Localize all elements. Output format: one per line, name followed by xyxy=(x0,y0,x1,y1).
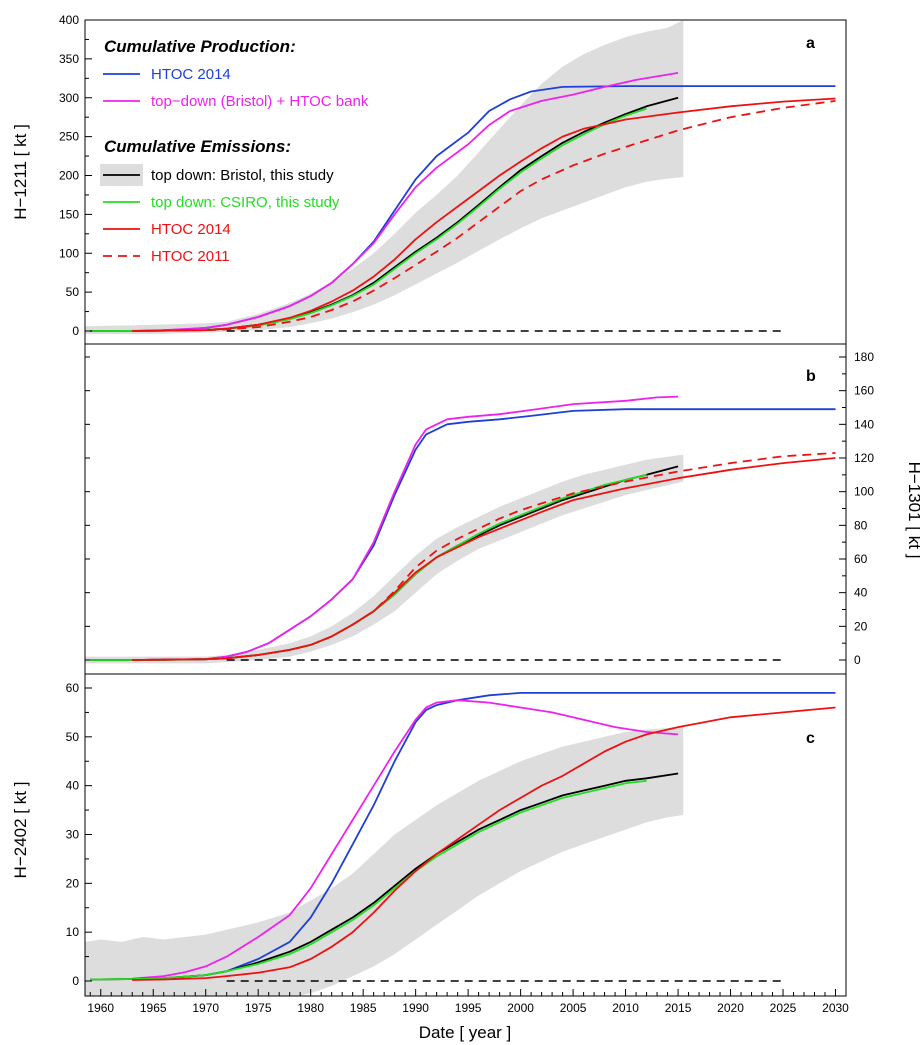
x-tick-label: 2030 xyxy=(822,1001,849,1015)
x-tick-label: 2015 xyxy=(665,1001,692,1015)
y-tick-label-a: 400 xyxy=(59,13,79,27)
y-tick-label-b: 80 xyxy=(854,518,868,532)
axis-labels: 0501001502002503003504000204060801001201… xyxy=(59,13,874,1015)
uncertainty-band-a xyxy=(85,20,684,335)
y-axis-title-h2402: H−2402 [ kt ] xyxy=(11,782,30,879)
legend-label-htoc2011: HTOC 2011 xyxy=(151,248,230,265)
legend-label-bristol: top down: Bristol, this study xyxy=(151,167,334,184)
line-b-htoc2014 xyxy=(132,457,836,661)
x-tick-label: 2025 xyxy=(770,1001,797,1015)
y-tick-label-b: 180 xyxy=(854,350,874,364)
x-tick-label: 1970 xyxy=(192,1001,219,1015)
x-tick-label: 1975 xyxy=(245,1001,272,1015)
y-tick-label-c: 0 xyxy=(72,974,79,988)
line-c-htoc2014 xyxy=(132,706,836,981)
x-tick-label: 2000 xyxy=(507,1001,534,1015)
x-tick-label: 1960 xyxy=(87,1001,114,1015)
legend-label-htoc2014: HTOC 2014 xyxy=(151,221,231,238)
y-tick-label-b: 100 xyxy=(854,485,874,499)
y-tick-label-b: 20 xyxy=(854,619,868,633)
y-tick-label-b: 60 xyxy=(854,552,868,566)
panel-letter-c: c xyxy=(806,730,815,747)
y-tick-label-a: 200 xyxy=(59,169,79,183)
y-tick-label-c: 20 xyxy=(66,876,80,890)
x-tick-label: 2020 xyxy=(717,1001,744,1015)
y-tick-label-c: 50 xyxy=(66,730,80,744)
legend-emissions-heading: Cumulative Emissions: xyxy=(104,137,291,156)
axis-ticks xyxy=(85,19,847,996)
y-tick-label-a: 350 xyxy=(59,52,79,66)
y-tick-label-c: 60 xyxy=(66,681,80,695)
y-tick-label-a: 150 xyxy=(59,207,79,221)
x-tick-label: 1965 xyxy=(140,1001,167,1015)
x-tick-label: 1995 xyxy=(455,1001,482,1015)
line-b-topdown-bank xyxy=(132,395,679,661)
legend-production-heading: Cumulative Production: xyxy=(104,37,296,56)
y-tick-label-a: 300 xyxy=(59,91,79,105)
legend-label-csiro: top down: CSIRO, this study xyxy=(151,194,340,211)
x-axis-title: Date [ year ] xyxy=(419,1023,512,1042)
x-tick-label: 2010 xyxy=(612,1001,639,1015)
x-tick-label: 1990 xyxy=(402,1001,429,1015)
y-tick-label-c: 10 xyxy=(66,925,80,939)
y-tick-label-a: 0 xyxy=(72,324,79,338)
line-b-htoc2011 xyxy=(132,452,836,661)
uncertainty-band-b xyxy=(85,454,684,664)
line-a-topdown-bank xyxy=(132,72,679,332)
line-a-htoc2011 xyxy=(132,100,836,332)
x-tick-label: 1985 xyxy=(350,1001,377,1015)
y-axis-title-h1301: H−1301 [ kt ] xyxy=(905,462,920,559)
line-c-topdown-bank xyxy=(132,699,679,980)
x-tick-label: 2005 xyxy=(560,1001,587,1015)
uncertainty-band-c xyxy=(85,727,684,996)
line-a-htoc2014 xyxy=(132,97,836,332)
panel-letter-a: a xyxy=(806,35,815,52)
panel-letter-b: b xyxy=(806,368,816,385)
legend-label-htoc2014-production: HTOC 2014 xyxy=(151,66,231,83)
y-tick-label-b: 120 xyxy=(854,451,874,465)
y-tick-label-c: 40 xyxy=(66,779,80,793)
y-tick-label-b: 160 xyxy=(854,384,874,398)
legend-label-topdown-bank: top−down (Bristol) + HTOC bank xyxy=(151,93,369,110)
y-axis-title-h1211: H−1211 [ kt ] xyxy=(11,124,30,220)
y-tick-label-a: 100 xyxy=(59,246,79,260)
line-c-csiro xyxy=(90,779,647,981)
y-tick-label-a: 50 xyxy=(66,285,80,299)
y-tick-label-b: 140 xyxy=(854,417,874,431)
y-tick-label-b: 0 xyxy=(854,653,861,667)
y-tick-label-b: 40 xyxy=(854,586,868,600)
y-tick-label-a: 250 xyxy=(59,130,79,144)
x-tick-label: 1980 xyxy=(297,1001,324,1015)
panel-frame-b xyxy=(84,343,847,675)
y-tick-label-c: 30 xyxy=(66,828,80,842)
uncertainty-bands xyxy=(85,20,684,996)
legend: Cumulative Production: HTOC 2014 top−dow… xyxy=(100,37,369,265)
series-lines xyxy=(90,72,836,982)
